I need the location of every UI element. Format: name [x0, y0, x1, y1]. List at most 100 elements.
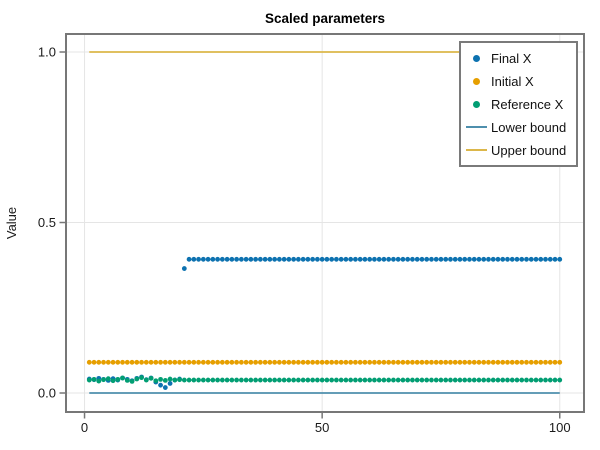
initial-x-point [101, 359, 106, 365]
reference-x-point [372, 377, 377, 383]
initial-x-point [153, 359, 159, 365]
reference-x-point [286, 377, 292, 383]
reference-x-point [467, 377, 472, 383]
initial-x-point [433, 359, 439, 365]
legend: Final X Initial X Reference X Lower boun… [459, 41, 578, 167]
reference-x-point [272, 377, 278, 383]
initial-x-point [329, 359, 335, 365]
final-x-point [481, 256, 487, 262]
reference-x-point [257, 377, 263, 383]
reference-x-point [519, 377, 525, 383]
final-x-point [334, 256, 339, 262]
final-x-point [476, 256, 482, 262]
reference-x-point [357, 377, 363, 383]
final-x-point [495, 256, 501, 262]
reference-x-point [158, 376, 163, 382]
reference-x-point [543, 377, 548, 383]
reference-x-point [96, 378, 102, 384]
reference-x-point [186, 377, 192, 383]
initial-x-point [110, 359, 116, 365]
final-x-point [400, 256, 406, 262]
final-x-point [343, 256, 349, 262]
reference-x-point [443, 377, 449, 383]
reference-x-point [528, 377, 534, 383]
reference-x-point [196, 377, 201, 383]
initial-x-point [215, 359, 220, 365]
legend-marker-cell [461, 125, 491, 129]
initial-x-point [547, 359, 553, 365]
initial-x-point [405, 359, 411, 365]
final-x-point [319, 256, 325, 262]
reference-x-point [410, 377, 415, 383]
reference-x-point [291, 377, 297, 383]
final-x-point [167, 381, 173, 386]
reference-x-point [348, 377, 354, 383]
reference-x-point [457, 377, 463, 383]
initial-x-point [229, 359, 235, 365]
initial-x-point [248, 359, 254, 365]
reference-x-point [381, 377, 387, 383]
reference-x-point [376, 377, 382, 383]
final-x-point [272, 256, 278, 262]
chart-title: Scaled parameters [264, 11, 386, 26]
legend-marker-cell [461, 54, 491, 62]
final-x-point [471, 256, 477, 262]
initial-x-point [139, 359, 144, 365]
reference-x-point [191, 377, 197, 383]
initial-x-point [334, 359, 339, 365]
legend-marker-cell [461, 100, 491, 108]
initial-x-point [495, 359, 501, 365]
initial-x-point [400, 359, 406, 365]
initial-x-point [124, 359, 130, 365]
reference-x-point [495, 377, 501, 383]
reference-x-point [210, 377, 216, 383]
reference-x-point [162, 377, 168, 383]
reference-x-point [386, 377, 392, 383]
reference-x-point [167, 376, 173, 382]
reference-x-point [338, 377, 344, 383]
final-x-point [395, 256, 401, 262]
reference-x-marker-icon [472, 100, 480, 108]
initial-x-point [115, 359, 121, 365]
final-x-point [514, 256, 520, 262]
reference-x-point [91, 376, 97, 382]
final-x-point [438, 256, 444, 262]
reference-x-point [429, 377, 434, 383]
y-axis-label: Value [4, 207, 19, 239]
reference-x-point [552, 377, 558, 383]
reference-x-point [367, 377, 373, 383]
initial-x-point [557, 359, 563, 365]
initial-x-point [234, 359, 240, 365]
initial-x-point [528, 359, 534, 365]
reference-x-point [414, 377, 420, 383]
initial-x-point [262, 359, 268, 365]
initial-x-point [134, 359, 140, 365]
initial-x-point [272, 359, 278, 365]
initial-x-point [148, 359, 154, 365]
reference-x-point [557, 377, 563, 383]
legend-label: Final X [491, 50, 532, 66]
final-x-point [158, 382, 163, 388]
x-tick-label: 0 [81, 420, 88, 435]
initial-x-point [543, 359, 548, 365]
initial-x-point [324, 359, 330, 365]
reference-x-point [139, 375, 144, 381]
reference-x-point [471, 377, 477, 383]
reference-x-point [524, 377, 529, 383]
reference-x-point [400, 377, 406, 383]
final-x-point [552, 256, 558, 262]
initial-x-point [505, 359, 510, 365]
legend-label: Initial X [491, 73, 534, 89]
reference-x-point [353, 377, 358, 383]
final-x-point [186, 256, 192, 262]
initial-x-point [457, 359, 463, 365]
reference-x-point [86, 377, 92, 383]
initial-x-point [143, 359, 149, 365]
reference-x-point [419, 377, 425, 383]
reference-x-point [148, 375, 154, 381]
initial-x-marker-icon [472, 77, 480, 85]
final-x-point [528, 256, 534, 262]
initial-x-point [367, 359, 373, 365]
initial-x-point [443, 359, 449, 365]
